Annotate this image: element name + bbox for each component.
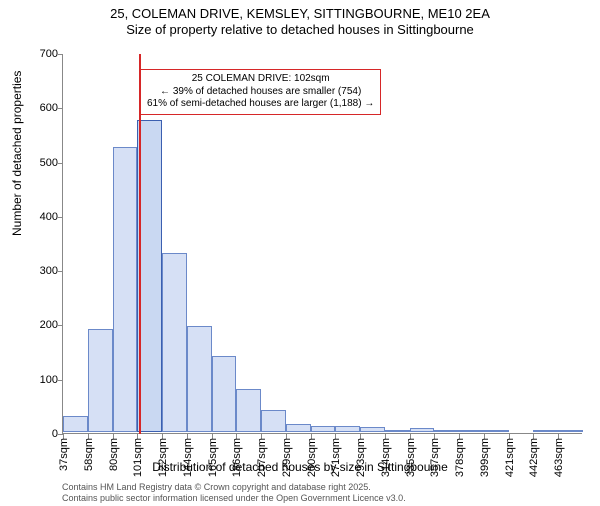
y-tick-mark: [58, 271, 63, 272]
histogram-bar: [261, 410, 286, 432]
annotation-line-3: 61% of semi-detached houses are larger (…: [147, 98, 374, 111]
footer-line-1: Contains HM Land Registry data © Crown c…: [62, 482, 406, 493]
y-tick-mark: [58, 54, 63, 55]
y-tick-mark: [58, 380, 63, 381]
y-tick-mark: [58, 217, 63, 218]
histogram-bar: [434, 430, 459, 432]
histogram-bar: [335, 426, 360, 433]
histogram-bar: [286, 424, 311, 432]
histogram-bar: [236, 389, 261, 432]
histogram-bar: [212, 356, 237, 432]
y-tick-label: 700: [28, 48, 58, 60]
chart-title: 25, COLEMAN DRIVE, KEMSLEY, SITTINGBOURN…: [0, 6, 600, 21]
y-tick-label: 600: [28, 102, 58, 114]
histogram-bar: [311, 426, 336, 433]
house-marker-line: [139, 54, 141, 434]
annotation-box: 25 COLEMAN DRIVE: 102sqm ← 39% of detach…: [140, 69, 381, 115]
y-tick-label: 200: [28, 319, 58, 331]
y-axis-label: Number of detached properties: [10, 71, 24, 236]
annotation-line-1: 25 COLEMAN DRIVE: 102sqm: [147, 73, 374, 86]
histogram-bar: [63, 416, 88, 432]
chart-area: 010020030040050060070037sqm58sqm80sqm101…: [62, 54, 582, 434]
chart-subtitle: Size of property relative to detached ho…: [0, 22, 600, 37]
x-axis-label: Distribution of detached houses by size …: [0, 460, 600, 474]
y-tick-mark: [58, 108, 63, 109]
y-tick-label: 0: [28, 428, 58, 440]
histogram-bar: [187, 326, 212, 432]
histogram-bar: [88, 329, 113, 432]
histogram-bar: [113, 147, 138, 432]
y-tick-mark: [58, 325, 63, 326]
y-tick-mark: [58, 163, 63, 164]
y-tick-label: 400: [28, 211, 58, 223]
histogram-bar: [484, 430, 509, 432]
y-tick-label: 300: [28, 265, 58, 277]
histogram-bar: [533, 430, 558, 432]
histogram-bar: [410, 428, 435, 432]
annotation-line-2: ← 39% of detached houses are smaller (75…: [147, 86, 374, 99]
y-tick-label: 500: [28, 157, 58, 169]
footer-line-2: Contains public sector information licen…: [62, 493, 406, 504]
histogram-bar: [385, 430, 410, 432]
histogram-bar: [459, 430, 484, 432]
histogram-bar: [360, 427, 385, 432]
histogram-bar: [558, 430, 583, 432]
histogram-bar: [162, 253, 187, 432]
footer: Contains HM Land Registry data © Crown c…: [62, 482, 406, 504]
y-tick-label: 100: [28, 374, 58, 386]
